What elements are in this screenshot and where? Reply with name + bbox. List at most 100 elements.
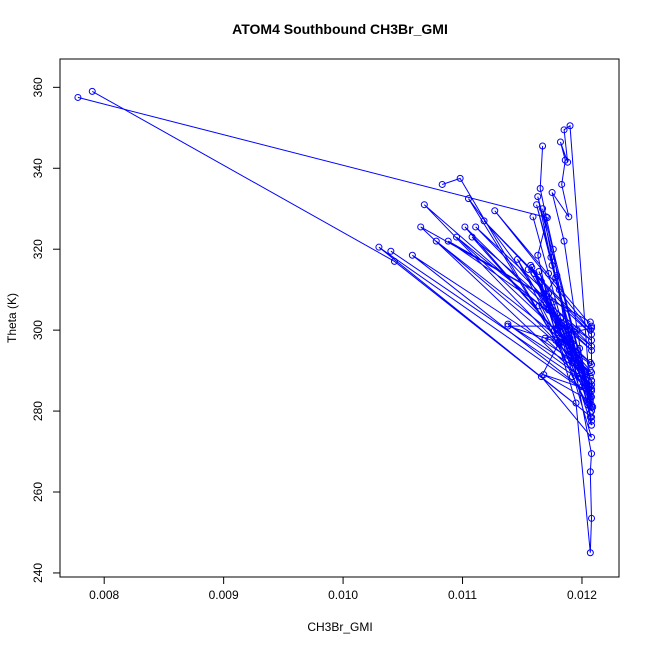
- data-point: [586, 413, 594, 421]
- chart-title: ATOM4 Southbound CH3Br_GMI: [232, 21, 448, 37]
- series-layer: [74, 87, 597, 557]
- x-tick-label: 0.009: [209, 588, 239, 602]
- data-point: [586, 549, 594, 557]
- data-point: [465, 195, 472, 203]
- data-point: [577, 375, 585, 383]
- data-point: [586, 393, 594, 401]
- data-point: [588, 514, 596, 522]
- data-point: [556, 138, 564, 146]
- y-axis: 240 260 280 300 320 340 360: [31, 77, 60, 583]
- data-point: [552, 274, 560, 282]
- data-point: [438, 180, 446, 188]
- data-point: [420, 201, 428, 209]
- data-point: [536, 185, 544, 192]
- data-point: [539, 205, 547, 213]
- y-tick-label: 320: [31, 239, 45, 259]
- data-point: [524, 265, 532, 273]
- data-point: [588, 433, 596, 441]
- data-point: [491, 207, 499, 215]
- data-point: [568, 373, 576, 381]
- data-point: [588, 450, 596, 458]
- data-point: [561, 156, 569, 164]
- data-point: [565, 326, 573, 334]
- data-point: [565, 213, 573, 221]
- data-point: [534, 251, 542, 259]
- data-point: [540, 371, 548, 379]
- x-axis-label: CH3Br_GMI: [307, 620, 372, 634]
- data-point: [542, 300, 550, 308]
- data-point: [588, 346, 596, 354]
- data-point: [504, 320, 512, 328]
- data-point: [586, 318, 594, 326]
- data-point: [547, 253, 555, 261]
- data-point: [588, 417, 596, 425]
- data-point: [548, 189, 556, 197]
- data-point: [555, 340, 563, 348]
- data-point: [375, 243, 383, 251]
- series-line: [527, 267, 592, 406]
- plot-frame: [59, 58, 620, 578]
- data-point: [558, 334, 566, 342]
- y-axis-label: Theta (K): [5, 293, 19, 343]
- y-tick-label: 360: [31, 77, 45, 97]
- data-point: [570, 354, 578, 362]
- data-point: [588, 322, 596, 330]
- data-point: [387, 247, 395, 255]
- data-point: [574, 367, 582, 375]
- data-point: [552, 336, 560, 344]
- data-point: [461, 223, 469, 231]
- data-point: [588, 336, 596, 344]
- data-point: [558, 180, 566, 188]
- y-tick-label: 280: [31, 401, 45, 421]
- data-point: [432, 237, 440, 245]
- x-tick-label: 0.010: [328, 588, 358, 602]
- y-tick-label: 340: [31, 158, 45, 178]
- data-point: [539, 142, 547, 150]
- data-point: [530, 269, 538, 277]
- data-point: [586, 468, 594, 476]
- data-point: [537, 278, 545, 286]
- data-point: [541, 334, 549, 342]
- data-point: [472, 223, 480, 231]
- data-point: [560, 126, 568, 134]
- data-point: [545, 306, 553, 314]
- y-tick-label: 300: [31, 320, 45, 340]
- data-point: [529, 213, 537, 221]
- data-point: [554, 322, 562, 330]
- data-point: [545, 269, 553, 277]
- data-point: [566, 122, 574, 130]
- data-point: [573, 326, 581, 334]
- data-point: [586, 359, 594, 367]
- data-point: [456, 174, 464, 182]
- x-tick-label: 0.008: [89, 588, 119, 602]
- data-point: [540, 290, 548, 298]
- data-point: [74, 93, 82, 101]
- data-point: [588, 401, 596, 409]
- x-tick-label: 0.011: [448, 588, 477, 602]
- data-point: [584, 401, 592, 409]
- data-point: [444, 237, 452, 245]
- data-point: [513, 255, 521, 263]
- x-axis: 0.008 0.009 0.010 0.011 0.012: [89, 577, 597, 602]
- data-point: [390, 257, 398, 265]
- data-point: [586, 326, 594, 334]
- data-point: [88, 87, 96, 95]
- y-tick-label: 260: [31, 482, 45, 502]
- data-point: [533, 201, 541, 209]
- y-tick-label: 240: [31, 563, 45, 583]
- data-point: [548, 261, 556, 269]
- data-point: [417, 223, 425, 231]
- data-point: [453, 233, 461, 241]
- series-7: [524, 263, 596, 409]
- series-6: [529, 193, 596, 425]
- data-point: [468, 233, 476, 241]
- data-point: [534, 193, 542, 201]
- data-point: [588, 421, 596, 429]
- data-point: [560, 237, 568, 245]
- series-line: [532, 196, 592, 422]
- data-point: [528, 263, 536, 271]
- data-point: [408, 251, 416, 259]
- data-point: [588, 377, 596, 385]
